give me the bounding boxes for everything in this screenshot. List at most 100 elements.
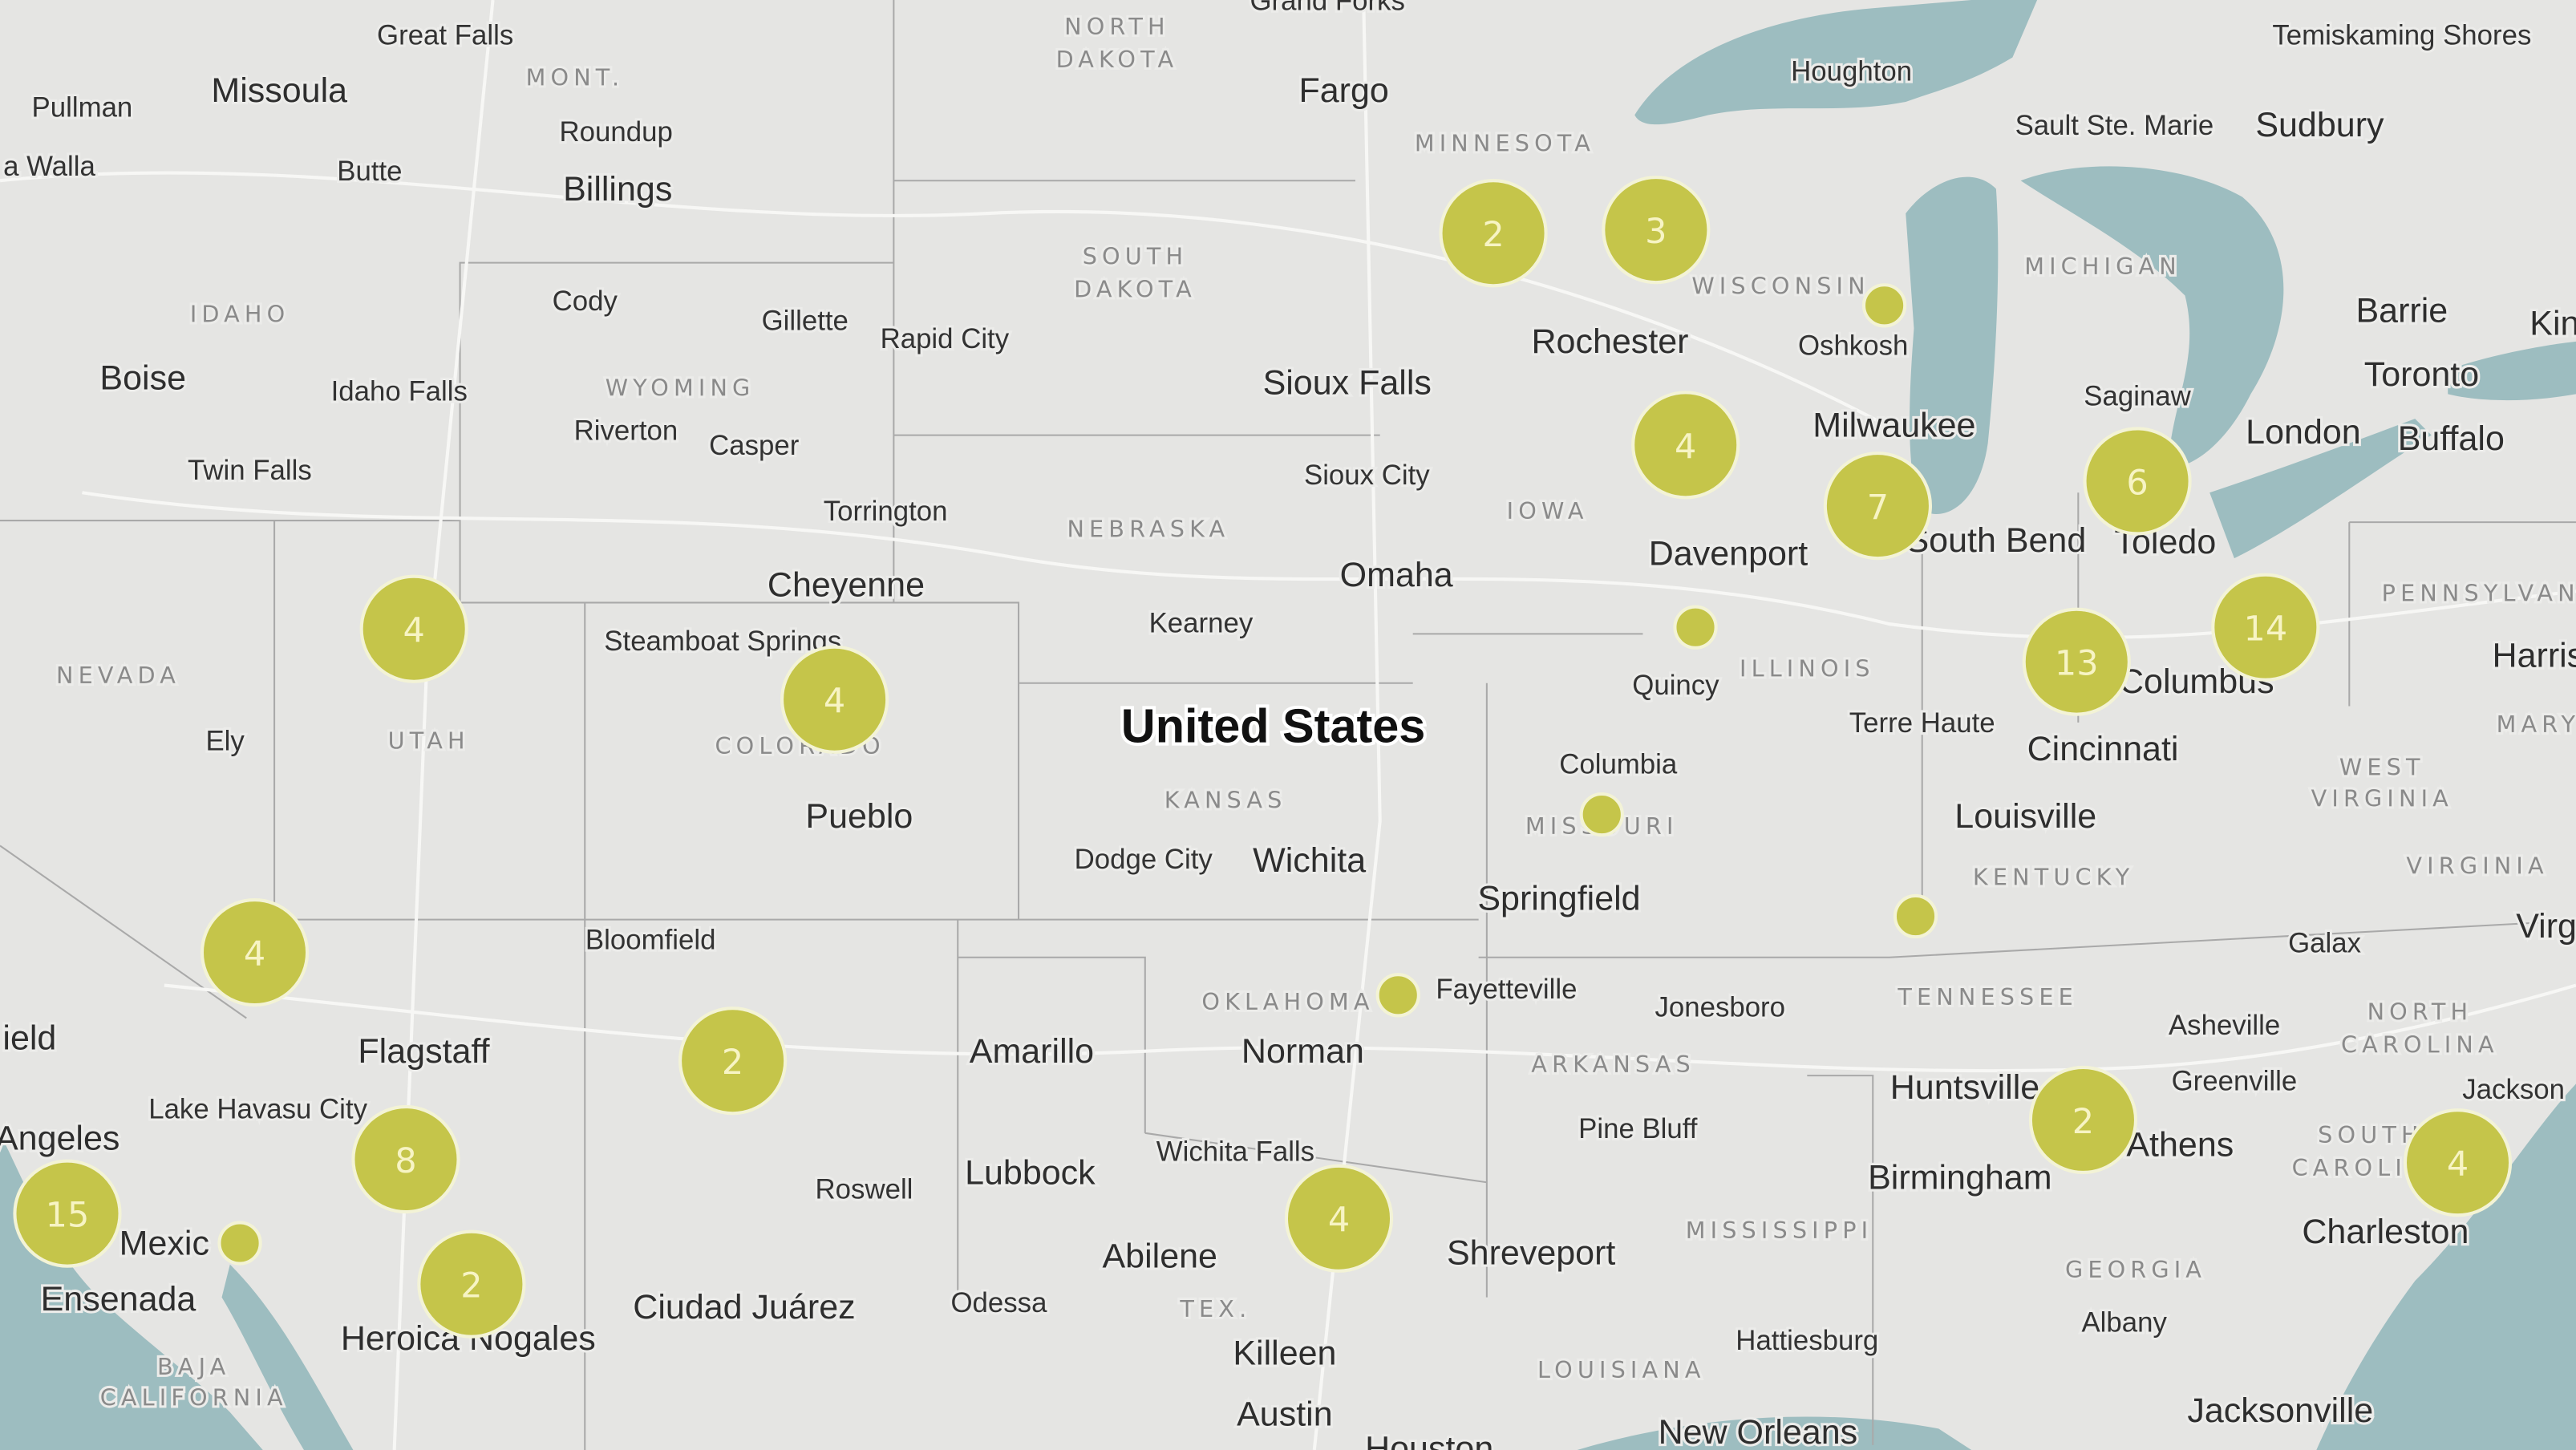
marker-circle[interactable] <box>2022 607 2131 716</box>
cluster-marker[interactable]: 4 <box>780 645 889 754</box>
region-label: WISCONSIN <box>1691 273 1869 300</box>
marker-circle[interactable] <box>1893 893 1938 939</box>
region-label: BAJA <box>157 1353 230 1380</box>
city-label: Idaho Falls <box>331 376 468 407</box>
region-label: MARY <box>2497 711 2576 738</box>
cluster-marker[interactable]: 14 <box>2211 573 2320 682</box>
city-label: Oshkosh <box>1798 330 1908 361</box>
marker-circle[interactable] <box>1284 1164 1394 1273</box>
city-label: Wichita Falls <box>1156 1136 1314 1168</box>
city-label: Sioux City <box>1304 460 1430 491</box>
marker-circle[interactable] <box>678 1006 788 1116</box>
cluster-marker[interactable]: 7 <box>1823 452 1933 561</box>
single-marker[interactable] <box>1893 893 1938 939</box>
cluster-marker[interactable]: 2 <box>678 1006 788 1116</box>
marker-circle[interactable] <box>217 1221 262 1266</box>
single-marker[interactable] <box>1579 792 1624 837</box>
cluster-marker[interactable]: 15 <box>13 1159 122 1268</box>
city-label: Kearney <box>1149 607 1254 638</box>
cluster-marker[interactable]: 4 <box>1631 391 1740 500</box>
city-label: Rochester <box>1531 322 1688 361</box>
cluster-marker[interactable]: 2 <box>417 1229 526 1339</box>
city-label: Buffalo <box>2398 419 2505 458</box>
region-label: LOUISIANA <box>1537 1356 1706 1383</box>
single-marker[interactable] <box>1673 605 1718 650</box>
city-label: Pueblo <box>805 797 913 836</box>
region-label: NORTH <box>2367 998 2473 1026</box>
region-label: MICHIGAN <box>2024 253 2181 280</box>
city-label: Flagstaff <box>358 1032 490 1071</box>
city-label: Cincinnati <box>2027 730 2179 768</box>
marker-circle[interactable] <box>351 1105 460 1214</box>
single-marker[interactable] <box>1375 973 1420 1018</box>
city-label: Pullman <box>32 91 133 123</box>
region-label: MISSISSIPPI <box>1686 1217 1873 1244</box>
marker-circle[interactable] <box>1823 452 1933 561</box>
city-label: Albany <box>2081 1307 2167 1339</box>
city-label: Omaha <box>1340 556 1453 594</box>
marker-circle[interactable] <box>1579 792 1624 837</box>
region-label: OKLAHOMA <box>1201 988 1374 1015</box>
marker-circle[interactable] <box>780 645 889 754</box>
region-label: IOWA <box>1507 497 1589 525</box>
city-label: Asheville <box>2169 1010 2280 1041</box>
marker-circle[interactable] <box>1375 973 1420 1018</box>
cluster-count: 15 <box>46 1196 90 1236</box>
cluster-count: 4 <box>1675 427 1696 467</box>
marker-circle[interactable] <box>2403 1108 2513 1217</box>
marker-circle[interactable] <box>1861 283 1907 328</box>
city-label: Terre Haute <box>1849 707 1995 739</box>
marker-circle[interactable] <box>2028 1065 2138 1175</box>
cluster-marker[interactable]: 3 <box>1602 176 1711 285</box>
marker-clusters[interactable]: 2 3 4 7 6 4 4 13 14 4 2 2 4 8 15 4 2 <box>13 176 2513 1339</box>
city-label: Rapid City <box>881 323 1010 354</box>
marker-circle[interactable] <box>1439 179 1548 288</box>
region-label: PENNSYLVAN <box>2382 579 2576 606</box>
city-label: Shreveport <box>1447 1234 1615 1273</box>
city-label: Abilene <box>1102 1237 1217 1276</box>
city-label: Charleston <box>2302 1213 2469 1251</box>
single-marker[interactable] <box>1861 283 1907 328</box>
lake-superior <box>1634 0 2038 125</box>
marker-circle[interactable] <box>2083 427 2192 536</box>
cluster-marker[interactable]: 2 <box>2028 1065 2138 1175</box>
marker-circle[interactable] <box>417 1229 526 1339</box>
cluster-marker[interactable]: 8 <box>351 1105 460 1214</box>
marker-circle[interactable] <box>13 1159 122 1268</box>
city-label: Casper <box>709 430 800 461</box>
city-label: Barrie <box>2355 291 2448 330</box>
region-label: TEX. <box>1179 1295 1251 1322</box>
pacific-ocean <box>0 1132 263 1450</box>
city-label: Cheyenne <box>768 565 925 604</box>
city-label: Great Falls <box>377 19 513 51</box>
cluster-marker[interactable]: 2 <box>1439 179 1548 288</box>
cluster-marker[interactable]: 4 <box>359 574 468 683</box>
cluster-marker[interactable]: 4 <box>1284 1164 1394 1273</box>
single-marker[interactable] <box>217 1221 262 1266</box>
marker-circle[interactable] <box>2211 573 2320 682</box>
city-label: Missoula <box>211 71 347 110</box>
cluster-count: 4 <box>1328 1201 1350 1241</box>
cluster-marker[interactable]: 13 <box>2022 607 2131 716</box>
cluster-marker[interactable]: 6 <box>2083 427 2192 536</box>
cluster-count: 2 <box>722 1043 743 1083</box>
cluster-count: 8 <box>395 1141 416 1181</box>
marker-circle[interactable] <box>1631 391 1740 500</box>
marker-circle[interactable] <box>1673 605 1718 650</box>
city-label: Roswell <box>816 1174 913 1205</box>
lake-ontario <box>2448 341 2576 401</box>
cluster-count: 4 <box>2447 1144 2469 1185</box>
city-label: Houghton <box>1791 55 1912 87</box>
marker-circle[interactable] <box>1602 176 1711 285</box>
cluster-marker[interactable]: 4 <box>200 898 310 1007</box>
marker-circle[interactable] <box>200 898 310 1007</box>
region-label: DAKOTA <box>1056 46 1179 73</box>
city-label: Wichita <box>1253 841 1366 880</box>
cluster-marker[interactable]: 4 <box>2403 1108 2513 1217</box>
lake-erie <box>2209 419 2432 559</box>
city-label: Riverton <box>574 415 678 447</box>
marker-circle[interactable] <box>359 574 468 683</box>
city-label: Gillette <box>762 306 849 337</box>
